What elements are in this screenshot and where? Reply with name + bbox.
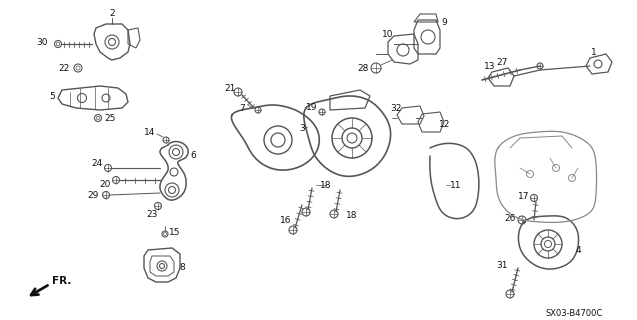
Text: 30: 30 [36, 37, 48, 46]
Text: 5: 5 [49, 92, 55, 100]
Text: 12: 12 [440, 119, 451, 129]
Text: 24: 24 [91, 158, 103, 167]
Text: 4: 4 [575, 245, 581, 254]
Text: 23: 23 [147, 210, 158, 219]
Text: 26: 26 [505, 213, 516, 222]
Text: 2: 2 [109, 9, 115, 18]
Text: 27: 27 [496, 58, 508, 67]
Text: 10: 10 [382, 29, 394, 38]
Text: 18: 18 [320, 180, 332, 189]
Text: 17: 17 [519, 191, 530, 201]
Text: 20: 20 [99, 180, 111, 188]
Text: 7: 7 [239, 103, 245, 113]
Text: 8: 8 [179, 263, 185, 273]
Text: 9: 9 [441, 18, 447, 27]
Text: 11: 11 [450, 180, 462, 189]
Text: 6: 6 [190, 150, 196, 159]
Text: 25: 25 [104, 114, 116, 123]
Text: 13: 13 [484, 61, 496, 70]
Text: 28: 28 [357, 63, 369, 73]
Text: 18: 18 [347, 211, 358, 220]
Text: 15: 15 [169, 228, 181, 236]
Text: 21: 21 [224, 84, 236, 92]
Text: 32: 32 [390, 103, 402, 113]
Text: 22: 22 [59, 63, 69, 73]
Text: 29: 29 [87, 190, 99, 199]
Text: 31: 31 [496, 261, 508, 270]
Text: 16: 16 [280, 215, 292, 225]
Text: SX03-B4700C: SX03-B4700C [545, 308, 603, 317]
Text: FR.: FR. [52, 276, 71, 286]
Text: 14: 14 [145, 127, 155, 137]
Text: 19: 19 [306, 102, 318, 111]
Text: 3: 3 [299, 124, 305, 132]
Text: 1: 1 [591, 47, 597, 57]
